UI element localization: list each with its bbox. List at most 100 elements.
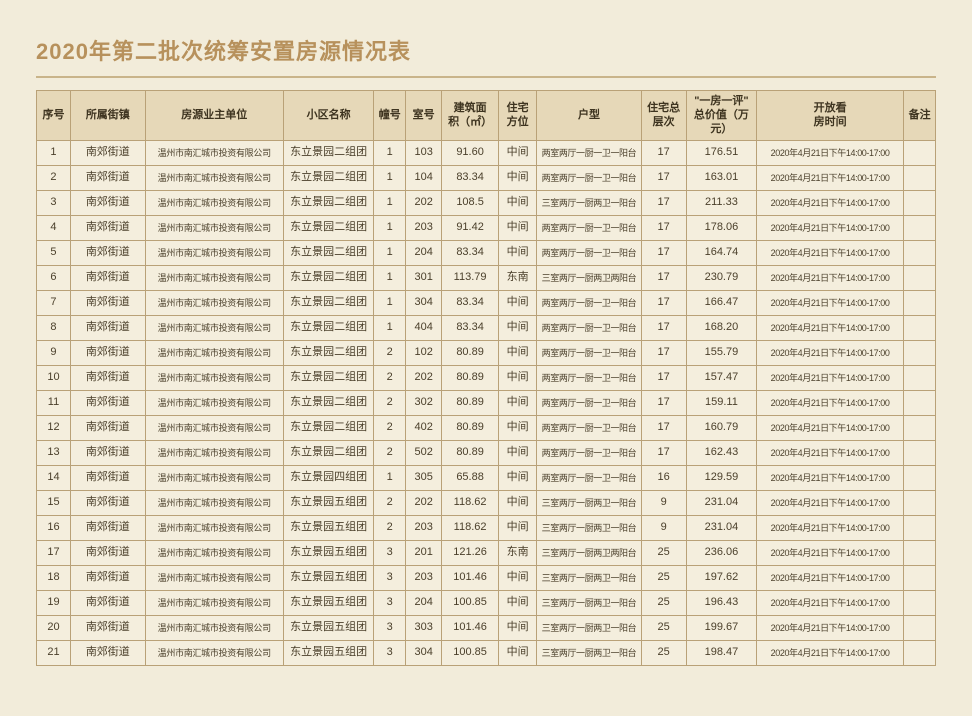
cell-idx: 16 bbox=[37, 516, 71, 541]
cell-community: 东立景园二组团 bbox=[283, 391, 374, 416]
cell-owner: 温州市南汇城市投资有限公司 bbox=[145, 166, 283, 191]
cell-community: 东立景园二组团 bbox=[283, 416, 374, 441]
cell-community: 东立景园五组团 bbox=[283, 591, 374, 616]
cell-floors: 17 bbox=[641, 316, 686, 341]
cell-area: 100.85 bbox=[442, 591, 499, 616]
cell-community: 东立景园二组团 bbox=[283, 166, 374, 191]
cell-note bbox=[904, 341, 936, 366]
cell-area: 65.88 bbox=[442, 466, 499, 491]
cell-community: 东立景园二组团 bbox=[283, 266, 374, 291]
col-header-bldg: 幢号 bbox=[374, 91, 406, 141]
cell-layout: 三室两厅一厨两卫一阳台 bbox=[537, 566, 641, 591]
cell-owner: 温州市南汇城市投资有限公司 bbox=[145, 591, 283, 616]
cell-owner: 温州市南汇城市投资有限公司 bbox=[145, 441, 283, 466]
cell-orient: 中间 bbox=[498, 466, 536, 491]
cell-room: 201 bbox=[406, 541, 442, 566]
cell-owner: 温州市南汇城市投资有限公司 bbox=[145, 291, 283, 316]
cell-note bbox=[904, 641, 936, 666]
cell-bldg: 1 bbox=[374, 266, 406, 291]
cell-street: 南郊街道 bbox=[70, 291, 145, 316]
cell-area: 118.62 bbox=[442, 491, 499, 516]
cell-orient: 中间 bbox=[498, 316, 536, 341]
table-row: 7南郊街道温州市南汇城市投资有限公司东立景园二组团130483.34中间两室两厅… bbox=[37, 291, 936, 316]
cell-area: 83.34 bbox=[442, 291, 499, 316]
cell-layout: 三室两厅一厨两卫一阳台 bbox=[537, 191, 641, 216]
cell-room: 301 bbox=[406, 266, 442, 291]
cell-layout: 两室两厅一厨一卫一阳台 bbox=[537, 216, 641, 241]
cell-price: 163.01 bbox=[686, 166, 756, 191]
cell-room: 204 bbox=[406, 241, 442, 266]
cell-idx: 5 bbox=[37, 241, 71, 266]
cell-idx: 12 bbox=[37, 416, 71, 441]
col-header-owner: 房源业主单位 bbox=[145, 91, 283, 141]
cell-area: 91.60 bbox=[442, 141, 499, 166]
table-row: 10南郊街道温州市南汇城市投资有限公司东立景园二组团220280.89中间两室两… bbox=[37, 366, 936, 391]
cell-street: 南郊街道 bbox=[70, 341, 145, 366]
cell-street: 南郊街道 bbox=[70, 466, 145, 491]
cell-room: 203 bbox=[406, 516, 442, 541]
cell-room: 202 bbox=[406, 366, 442, 391]
cell-bldg: 1 bbox=[374, 141, 406, 166]
cell-room: 303 bbox=[406, 616, 442, 641]
cell-idx: 15 bbox=[37, 491, 71, 516]
cell-community: 东立景园二组团 bbox=[283, 341, 374, 366]
cell-note bbox=[904, 616, 936, 641]
table-row: 11南郊街道温州市南汇城市投资有限公司东立景园二组团230280.89中间两室两… bbox=[37, 391, 936, 416]
col-header-room: 室号 bbox=[406, 91, 442, 141]
table-row: 21南郊街道温州市南汇城市投资有限公司东立景园五组团3304100.85中间三室… bbox=[37, 641, 936, 666]
cell-street: 南郊街道 bbox=[70, 441, 145, 466]
cell-floors: 17 bbox=[641, 166, 686, 191]
cell-note bbox=[904, 416, 936, 441]
cell-street: 南郊街道 bbox=[70, 566, 145, 591]
cell-area: 101.46 bbox=[442, 566, 499, 591]
cell-owner: 温州市南汇城市投资有限公司 bbox=[145, 216, 283, 241]
cell-bldg: 1 bbox=[374, 191, 406, 216]
cell-note bbox=[904, 541, 936, 566]
cell-open: 2020年4月21日下午14:00-17:00 bbox=[757, 216, 904, 241]
cell-layout: 三室两厅一厨两卫一阳台 bbox=[537, 491, 641, 516]
cell-price: 168.20 bbox=[686, 316, 756, 341]
cell-layout: 两室两厅一厨一卫一阳台 bbox=[537, 391, 641, 416]
cell-community: 东立景园二组团 bbox=[283, 241, 374, 266]
cell-open: 2020年4月21日下午14:00-17:00 bbox=[757, 391, 904, 416]
cell-orient: 东南 bbox=[498, 266, 536, 291]
cell-bldg: 1 bbox=[374, 466, 406, 491]
table-row: 8南郊街道温州市南汇城市投资有限公司东立景园二组团140483.34中间两室两厅… bbox=[37, 316, 936, 341]
cell-street: 南郊街道 bbox=[70, 591, 145, 616]
cell-room: 104 bbox=[406, 166, 442, 191]
table-row: 18南郊街道温州市南汇城市投资有限公司东立景园五组团3203101.46中间三室… bbox=[37, 566, 936, 591]
cell-room: 304 bbox=[406, 641, 442, 666]
col-header-area: 建筑面积（㎡） bbox=[442, 91, 499, 141]
cell-price: 198.47 bbox=[686, 641, 756, 666]
cell-room: 102 bbox=[406, 341, 442, 366]
cell-layout: 三室两厅一厨两卫一阳台 bbox=[537, 516, 641, 541]
cell-community: 东立景园二组团 bbox=[283, 291, 374, 316]
cell-floors: 17 bbox=[641, 341, 686, 366]
cell-open: 2020年4月21日下午14:00-17:00 bbox=[757, 541, 904, 566]
cell-price: 162.43 bbox=[686, 441, 756, 466]
cell-street: 南郊街道 bbox=[70, 241, 145, 266]
cell-note bbox=[904, 316, 936, 341]
cell-layout: 两室两厅一厨一卫一阳台 bbox=[537, 141, 641, 166]
cell-floors: 9 bbox=[641, 491, 686, 516]
cell-area: 108.5 bbox=[442, 191, 499, 216]
table-row: 20南郊街道温州市南汇城市投资有限公司东立景园五组团3303101.46中间三室… bbox=[37, 616, 936, 641]
cell-orient: 中间 bbox=[498, 166, 536, 191]
cell-floors: 25 bbox=[641, 591, 686, 616]
cell-room: 305 bbox=[406, 466, 442, 491]
cell-open: 2020年4月21日下午14:00-17:00 bbox=[757, 641, 904, 666]
cell-community: 东立景园二组团 bbox=[283, 366, 374, 391]
cell-orient: 中间 bbox=[498, 216, 536, 241]
cell-open: 2020年4月21日下午14:00-17:00 bbox=[757, 241, 904, 266]
cell-community: 东立景园二组团 bbox=[283, 316, 374, 341]
cell-price: 211.33 bbox=[686, 191, 756, 216]
cell-bldg: 1 bbox=[374, 291, 406, 316]
cell-price: 231.04 bbox=[686, 491, 756, 516]
cell-street: 南郊街道 bbox=[70, 166, 145, 191]
cell-community: 东立景园二组团 bbox=[283, 216, 374, 241]
cell-street: 南郊街道 bbox=[70, 491, 145, 516]
cell-area: 118.62 bbox=[442, 516, 499, 541]
cell-community: 东立景园五组团 bbox=[283, 541, 374, 566]
cell-price: 176.51 bbox=[686, 141, 756, 166]
cell-room: 202 bbox=[406, 191, 442, 216]
